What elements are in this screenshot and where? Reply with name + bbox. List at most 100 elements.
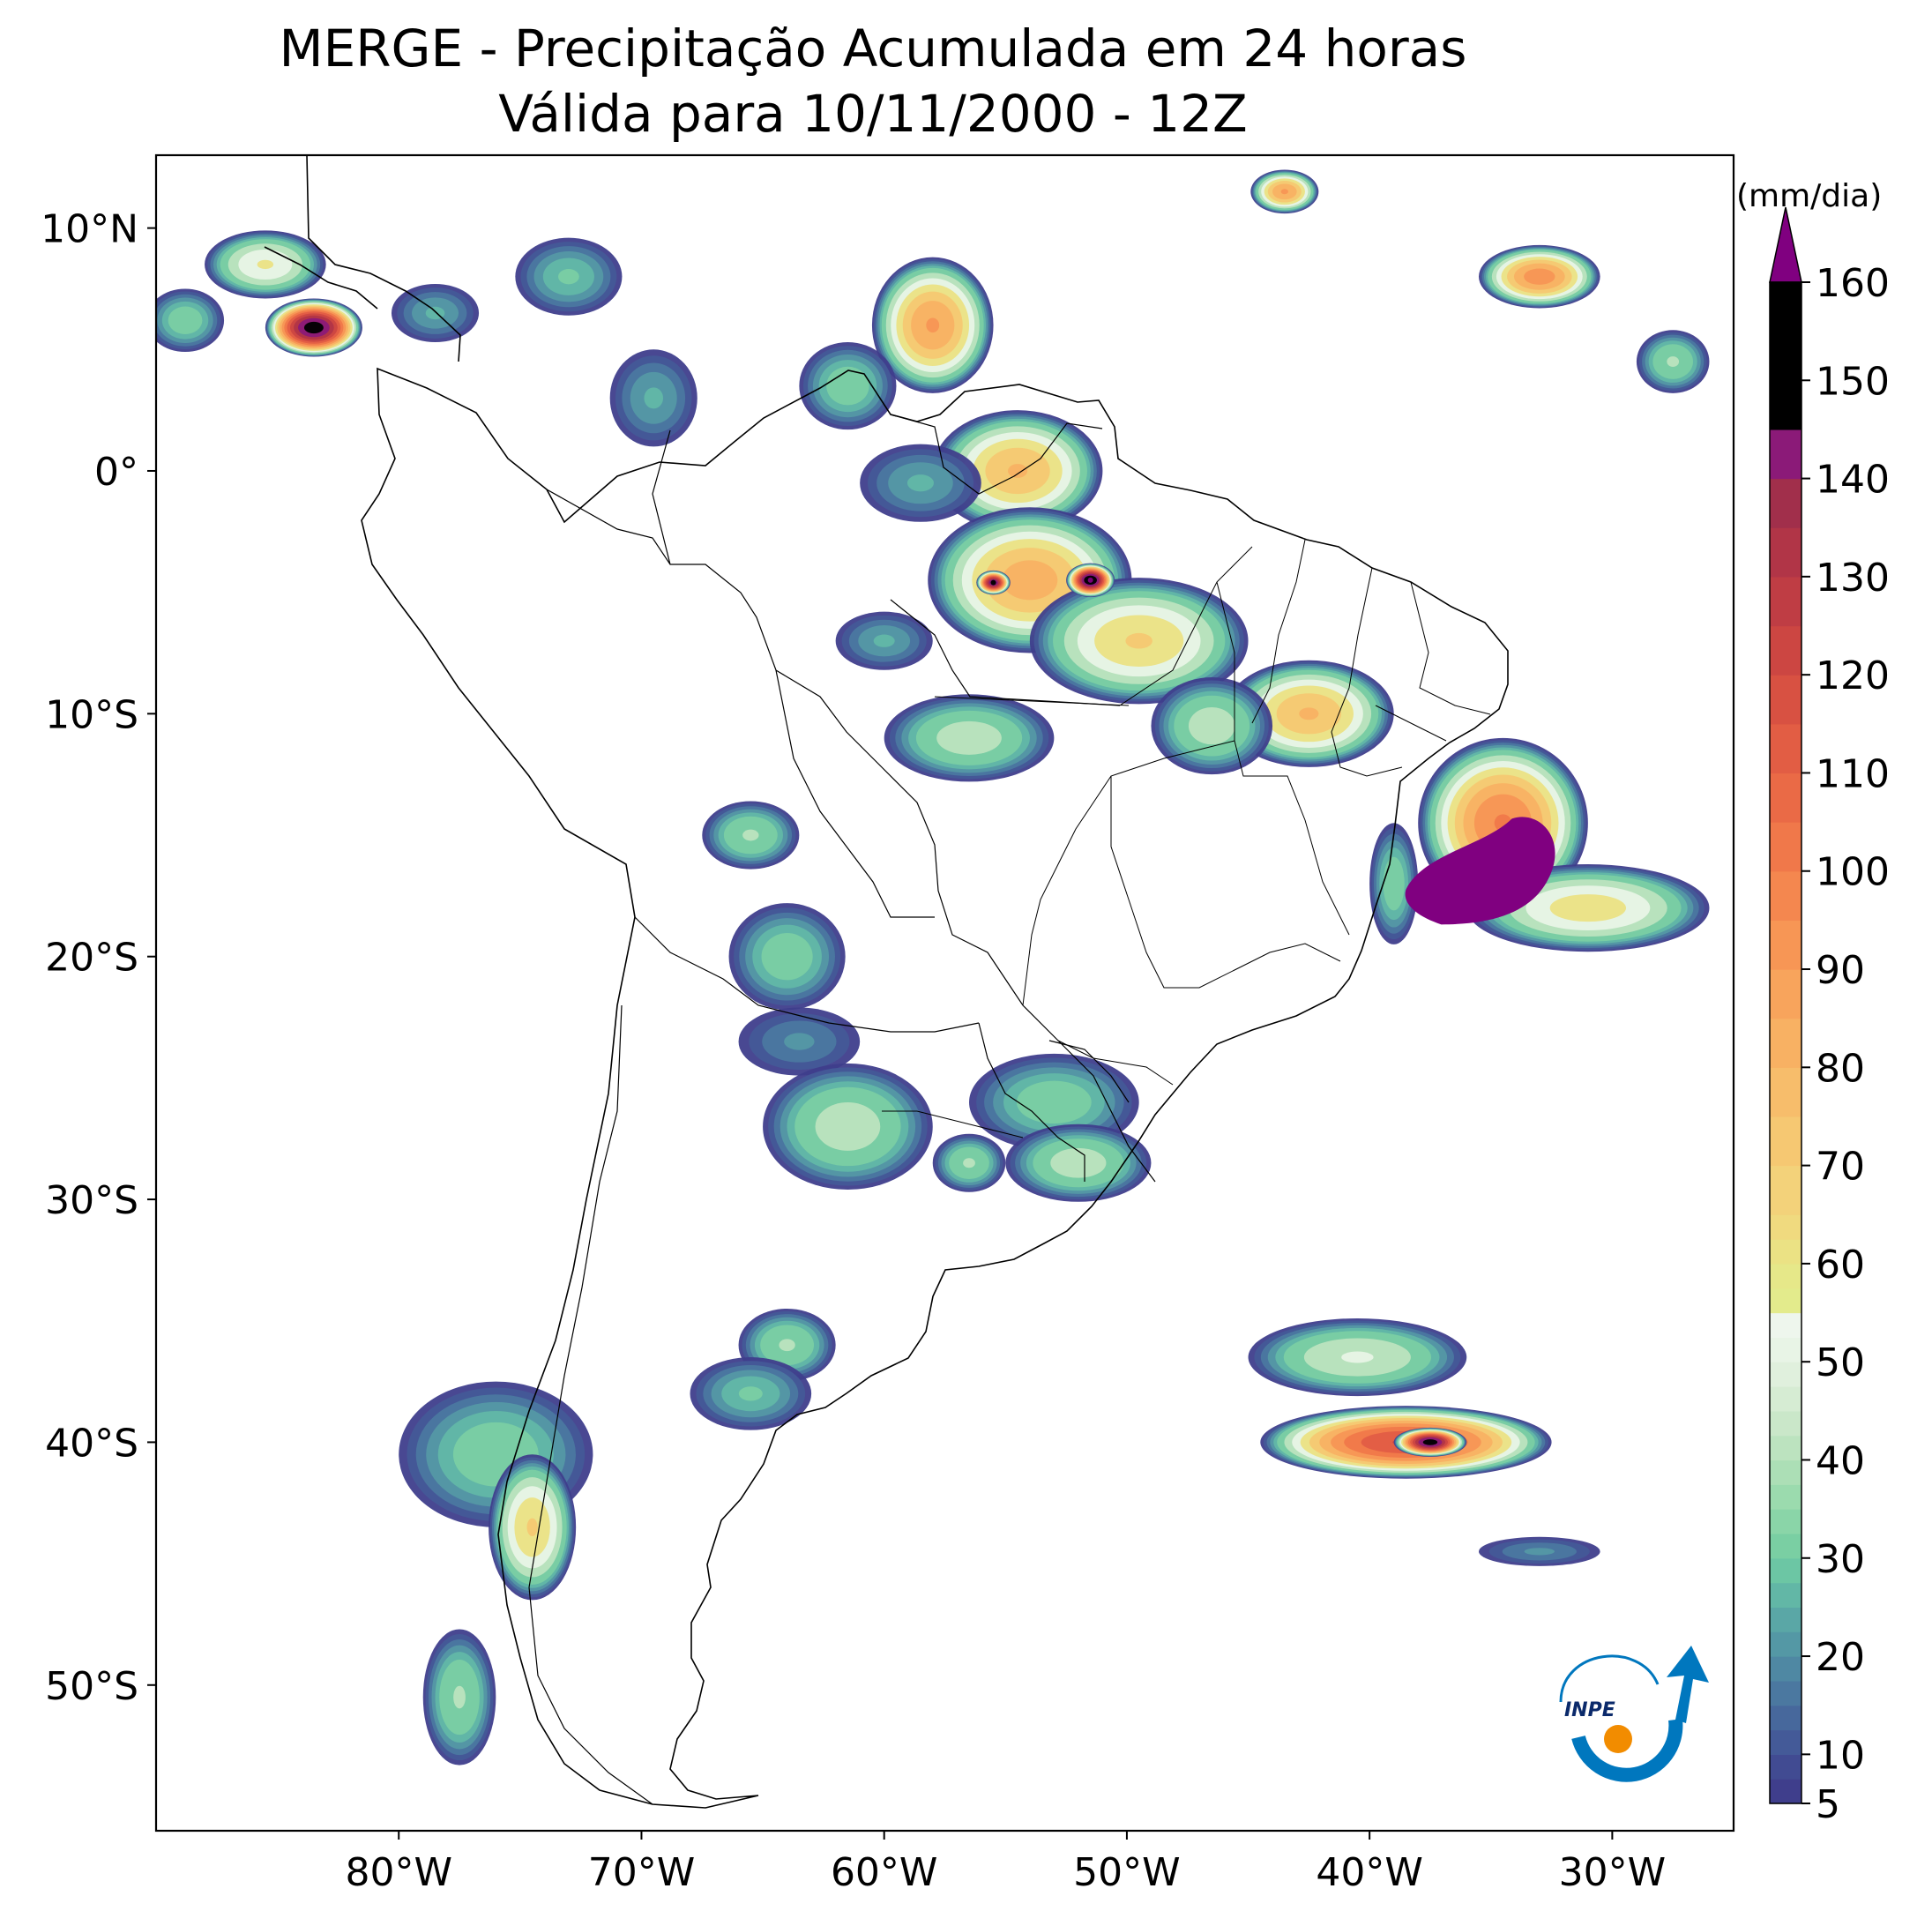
colorbar-bin <box>1770 1410 1801 1437</box>
rain-cell <box>1151 677 1273 775</box>
colorbar-bin <box>1770 576 1801 627</box>
rain-contour <box>1125 632 1152 649</box>
colorbar-bin <box>1770 1557 1801 1584</box>
colorbar-bin <box>1770 1165 1801 1215</box>
rain-contour <box>1667 356 1680 368</box>
colorbar-tick-label: 80 <box>1816 1046 1865 1091</box>
rain-cell <box>609 349 697 447</box>
inpe-logo: INPE <box>1559 1646 1709 1782</box>
colorbar-bin <box>1770 920 1801 970</box>
colorbar-tick-label: 50 <box>1816 1340 1865 1385</box>
colorbar-tick-label: 130 <box>1816 556 1890 601</box>
colorbar-bin <box>1770 1018 1801 1068</box>
colorbar-tick-label: 5 <box>1816 1782 1840 1827</box>
brazil-state-borders <box>882 539 1491 1138</box>
rain-cell <box>1369 823 1419 944</box>
rain-contour <box>738 1386 763 1401</box>
colorbar-bin <box>1770 1607 1801 1632</box>
logo-text: INPE <box>1564 1699 1615 1721</box>
colorbar-bin <box>1770 870 1801 921</box>
colorbar-extend-arrow <box>1769 206 1802 283</box>
colorbar-bin <box>1770 969 1801 1019</box>
rain-cell <box>1479 244 1600 309</box>
colorbar-bin <box>1770 331 1801 381</box>
rain-contour <box>963 1158 975 1168</box>
rain-cell <box>702 801 800 870</box>
colorbar-bin <box>1770 625 1801 676</box>
colorbar-bin <box>1770 380 1801 430</box>
longitude-axis: 80°W 70°W 60°W 50°W 40°W 30°W <box>345 1831 1666 1895</box>
rain-contour <box>1549 894 1627 922</box>
lon-tick-label: 80°W <box>345 1850 452 1895</box>
rain-contour <box>1524 268 1555 285</box>
logo-arrow-icon <box>1667 1646 1709 1723</box>
colorbar-tick-label: 100 <box>1816 850 1890 895</box>
colorbar-bin <box>1770 1239 1801 1265</box>
coastlines-and-borders <box>264 155 1509 1809</box>
rain-contour <box>936 720 1002 755</box>
rain-cell <box>1248 1318 1467 1397</box>
rain-contour <box>303 321 324 334</box>
rain-contour <box>926 317 940 333</box>
colorbar-bin <box>1770 527 1801 578</box>
colorbar-bin <box>1770 1779 1801 1804</box>
lat-tick-label: 30°S <box>45 1178 138 1223</box>
colorbar-bin <box>1770 429 1801 480</box>
colorbar-bin <box>1770 1288 1801 1314</box>
precipitation-field <box>156 169 1710 1765</box>
lon-tick-label: 70°W <box>588 1850 696 1895</box>
rain-contour <box>558 269 579 285</box>
colorbar-bin <box>1770 1705 1801 1731</box>
rain-cell <box>932 410 1103 532</box>
colorbar-bin <box>1770 1312 1801 1338</box>
rain-cell <box>391 283 480 343</box>
rain-contour <box>168 306 203 334</box>
rain-cell <box>932 1133 1006 1192</box>
map-subtitle: Válida para 10/11/2000 - 12Z <box>498 84 1248 144</box>
colorbar-bin <box>1770 1214 1801 1240</box>
colorbar-bin <box>1770 282 1801 332</box>
rain-cell <box>860 444 981 522</box>
lat-tick-label: 50°S <box>45 1664 138 1709</box>
colorbar-bin <box>1770 478 1801 528</box>
colorbar-bin <box>1770 1337 1801 1362</box>
rain-contour <box>1383 856 1405 911</box>
colorbar-bin <box>1770 1362 1801 1387</box>
latitude-axis: 10°N 0° 10°S 20°S 30°S 40°S 50°S <box>41 207 156 1709</box>
extreme-precip-region <box>1405 817 1555 925</box>
rain-cell <box>1005 1123 1152 1202</box>
colorbar-bin <box>1770 1263 1801 1289</box>
lon-tick-label: 40°W <box>1316 1850 1423 1895</box>
lat-tick-label: 10°S <box>45 692 138 737</box>
rain-contour <box>761 933 813 981</box>
colorbar-tick-label: 120 <box>1816 653 1890 698</box>
rain-cell <box>422 1629 496 1765</box>
rain-cell <box>738 1007 861 1076</box>
colorbar: 510 20 30 40 50 60 70 80 90 100 110 120 130 140 150 160 <box>1769 206 1890 1827</box>
rain-contour <box>1008 464 1028 478</box>
lat-tick-label: 40°S <box>45 1421 138 1466</box>
rain-cell <box>1250 169 1319 214</box>
rain-cell <box>763 1063 933 1191</box>
rain-contour <box>1016 1080 1092 1124</box>
colorbar-bin <box>1770 1533 1801 1559</box>
colorbar-frame <box>1769 281 1802 1804</box>
colorbar-bin <box>1770 1484 1801 1510</box>
rain-contour <box>526 1518 538 1536</box>
lat-tick-label: 10°N <box>41 207 138 252</box>
lat-tick-label: 0° <box>94 450 138 495</box>
colorbar-tick-label: 150 <box>1816 359 1890 404</box>
rain-cell <box>489 1454 577 1601</box>
colorbar-tick-label: 90 <box>1816 948 1865 993</box>
rain-cell <box>969 1053 1139 1151</box>
map-title: MERGE - Precipitação Acumulada em 24 hor… <box>279 19 1467 78</box>
colorbar-bin <box>1770 723 1801 774</box>
colorbar-bin <box>1770 1386 1801 1412</box>
rain-contour <box>453 1685 466 1709</box>
rain-contour <box>873 634 895 647</box>
colorbar-bin <box>1770 1435 1801 1461</box>
colorbar-bin <box>1770 773 1801 823</box>
rain-cell <box>265 298 362 357</box>
colorbar-bin <box>1770 1754 1801 1780</box>
colorbar-tick-label: 140 <box>1816 458 1890 503</box>
